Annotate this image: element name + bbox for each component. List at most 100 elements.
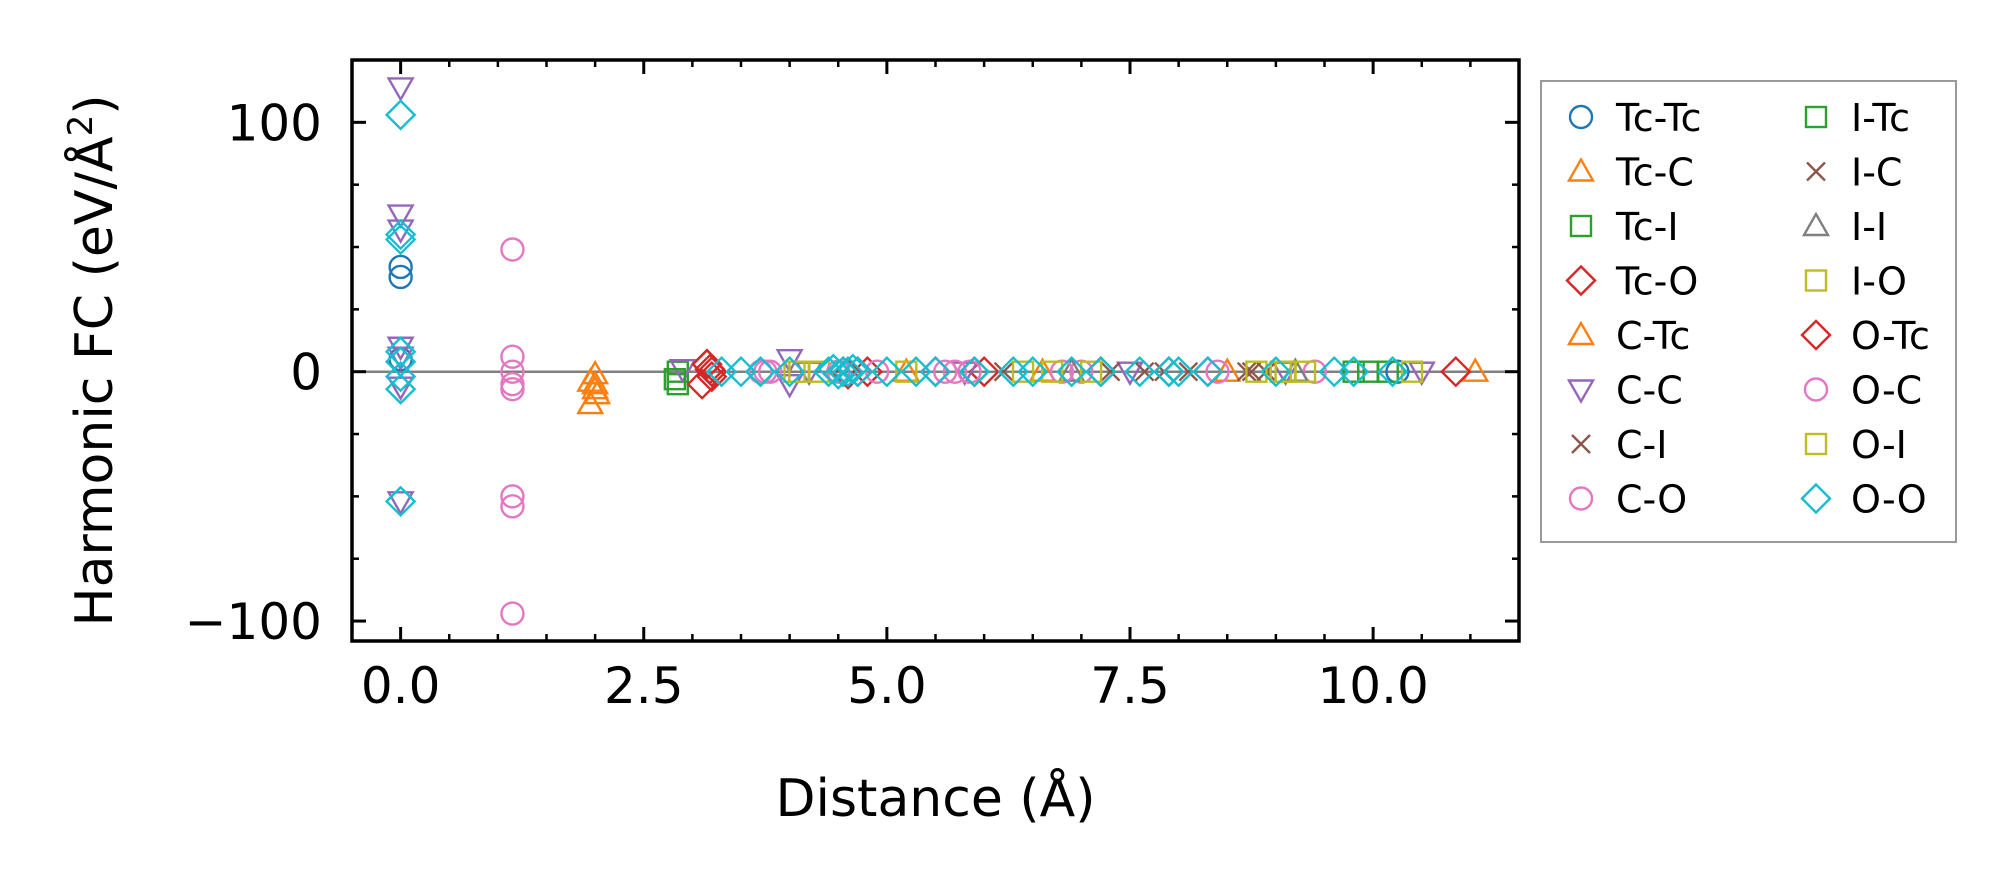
legend-label: O-I <box>1851 423 1907 467</box>
legend-marker <box>1568 104 1594 130</box>
data-point-o-o <box>384 99 417 131</box>
legend-label: I-Tc <box>1851 96 1910 140</box>
legend-entry: I-C <box>1806 151 1902 195</box>
legend-label: O-C <box>1851 369 1922 413</box>
legend-marker <box>1804 269 1828 292</box>
data-point-c-i <box>993 361 1014 382</box>
legend-marker <box>1566 320 1596 346</box>
data-point-c-o <box>942 359 968 384</box>
legend-entry: O-I <box>1804 423 1907 467</box>
x-marker-stroke <box>993 361 1014 382</box>
data-point-o-o <box>1192 355 1224 388</box>
legend-label: C-Tc <box>1616 314 1690 358</box>
legend-entry: Tc-Tc <box>1568 96 1702 140</box>
legend-label: I-I <box>1851 205 1887 249</box>
legend-marker <box>1801 211 1831 237</box>
data-point-c-o <box>500 484 525 509</box>
x-marker-stroke <box>1100 361 1121 382</box>
data-point-i-o <box>1400 360 1424 383</box>
data-point-c-i <box>1100 361 1121 382</box>
data-point-c-o <box>864 359 890 384</box>
data-point-o-o <box>773 355 806 388</box>
legend-entry: I-Tc <box>1804 96 1910 140</box>
data-point-o-o <box>384 373 417 405</box>
data-point-tc-o <box>696 360 728 393</box>
data-point-c-o <box>957 359 982 384</box>
x-tick-label: 7.5 <box>1090 657 1170 715</box>
y-tick-label: −100 <box>185 593 322 651</box>
legend-marker <box>1804 105 1828 129</box>
legend-label: Tc-C <box>1615 151 1694 195</box>
data-point-i-o <box>1293 360 1317 383</box>
data-point-o-o <box>958 355 991 388</box>
legend-entry: C-C <box>1566 369 1683 413</box>
x-axis-ticks: 0.0 2.5 5.0 7.5 10.0 <box>361 60 1472 715</box>
legend-label: I-O <box>1851 260 1907 304</box>
data-point-o-o <box>384 485 417 518</box>
data-point-o-o <box>384 360 417 393</box>
data-point-c-tc <box>581 374 610 400</box>
data-point-o-o <box>744 355 777 388</box>
data-point-o-tc <box>696 355 728 388</box>
data-point-c-o <box>500 359 525 384</box>
legend-marker <box>1568 486 1594 511</box>
data-point-c-i <box>1178 361 1199 382</box>
data-point-o-o <box>919 355 952 388</box>
data-point-o-o <box>871 355 903 388</box>
legend-entry: C-I <box>1571 423 1667 467</box>
data-point-o-o <box>384 218 417 251</box>
x-tick-label: 5.0 <box>847 657 927 715</box>
legend-entry: Tc-C <box>1566 151 1694 195</box>
legend-entry: Tc-I <box>1569 205 1679 249</box>
data-point-o-o <box>1085 355 1117 388</box>
data-point-o-o <box>842 355 874 388</box>
legend-marker <box>1800 482 1832 515</box>
data-point-tc-o <box>686 368 718 400</box>
data-point-o-o <box>1162 355 1195 388</box>
data-point-tc-i <box>1342 360 1365 383</box>
data-point-i-i <box>1057 357 1086 382</box>
plot-area <box>352 77 1519 626</box>
data-point-o-o <box>827 355 859 388</box>
data-point-o-i <box>788 360 811 383</box>
y-axis-label-main: Harmonic FC (eV/Å <box>63 136 125 627</box>
legend-label: C-O <box>1616 478 1687 522</box>
data-point-c-o <box>500 376 525 402</box>
data-point-o-o <box>837 353 869 385</box>
legend-entry: O-C <box>1803 369 1922 413</box>
legend: Tc-Tc Tc-C Tc-I Tc-O C-Tc C-C C-I C-O I-Tc I-C I-I… <box>1540 80 1957 543</box>
data-point-o-c <box>1205 359 1230 384</box>
data-point-tc-c <box>581 369 610 395</box>
data-point-o-o <box>822 358 854 390</box>
x-marker-stroke <box>1806 161 1826 182</box>
data-point-o-o <box>1153 355 1185 388</box>
data-point-c-o <box>500 601 525 626</box>
data-point-c-o <box>500 344 525 369</box>
data-point-c-c <box>386 77 415 102</box>
data-point-c-c <box>1115 361 1145 387</box>
data-point-i-o <box>1079 360 1103 383</box>
legend-entry: I-I <box>1801 205 1887 249</box>
legend-marker <box>1566 379 1596 404</box>
data-point-c-o <box>500 237 525 262</box>
legend-entry: I-O <box>1804 260 1907 304</box>
data-point-o-o <box>1124 355 1156 388</box>
legend-label: Tc-I <box>1615 205 1679 249</box>
data-point-o-o <box>1337 355 1370 388</box>
data-point-o-o <box>1376 355 1409 388</box>
legend-label: I-C <box>1851 151 1902 195</box>
data-point-o-o <box>832 355 864 388</box>
x-axis-label: Distance (Å) <box>775 767 1095 829</box>
data-point-c-tc <box>576 389 605 415</box>
legend-marker <box>1803 377 1829 402</box>
series-o-o <box>384 99 1409 518</box>
legend-marker <box>1571 434 1591 454</box>
legend-entry: C-O <box>1568 478 1687 522</box>
data-point-tc-tc <box>388 264 413 290</box>
legend-label: O-Tc <box>1851 314 1930 358</box>
legend-marker <box>1565 264 1597 297</box>
data-point-o-tc <box>1440 355 1472 388</box>
y-axis-ticks: −100 0 100 <box>185 94 1519 651</box>
data-point-o-c <box>933 359 958 384</box>
